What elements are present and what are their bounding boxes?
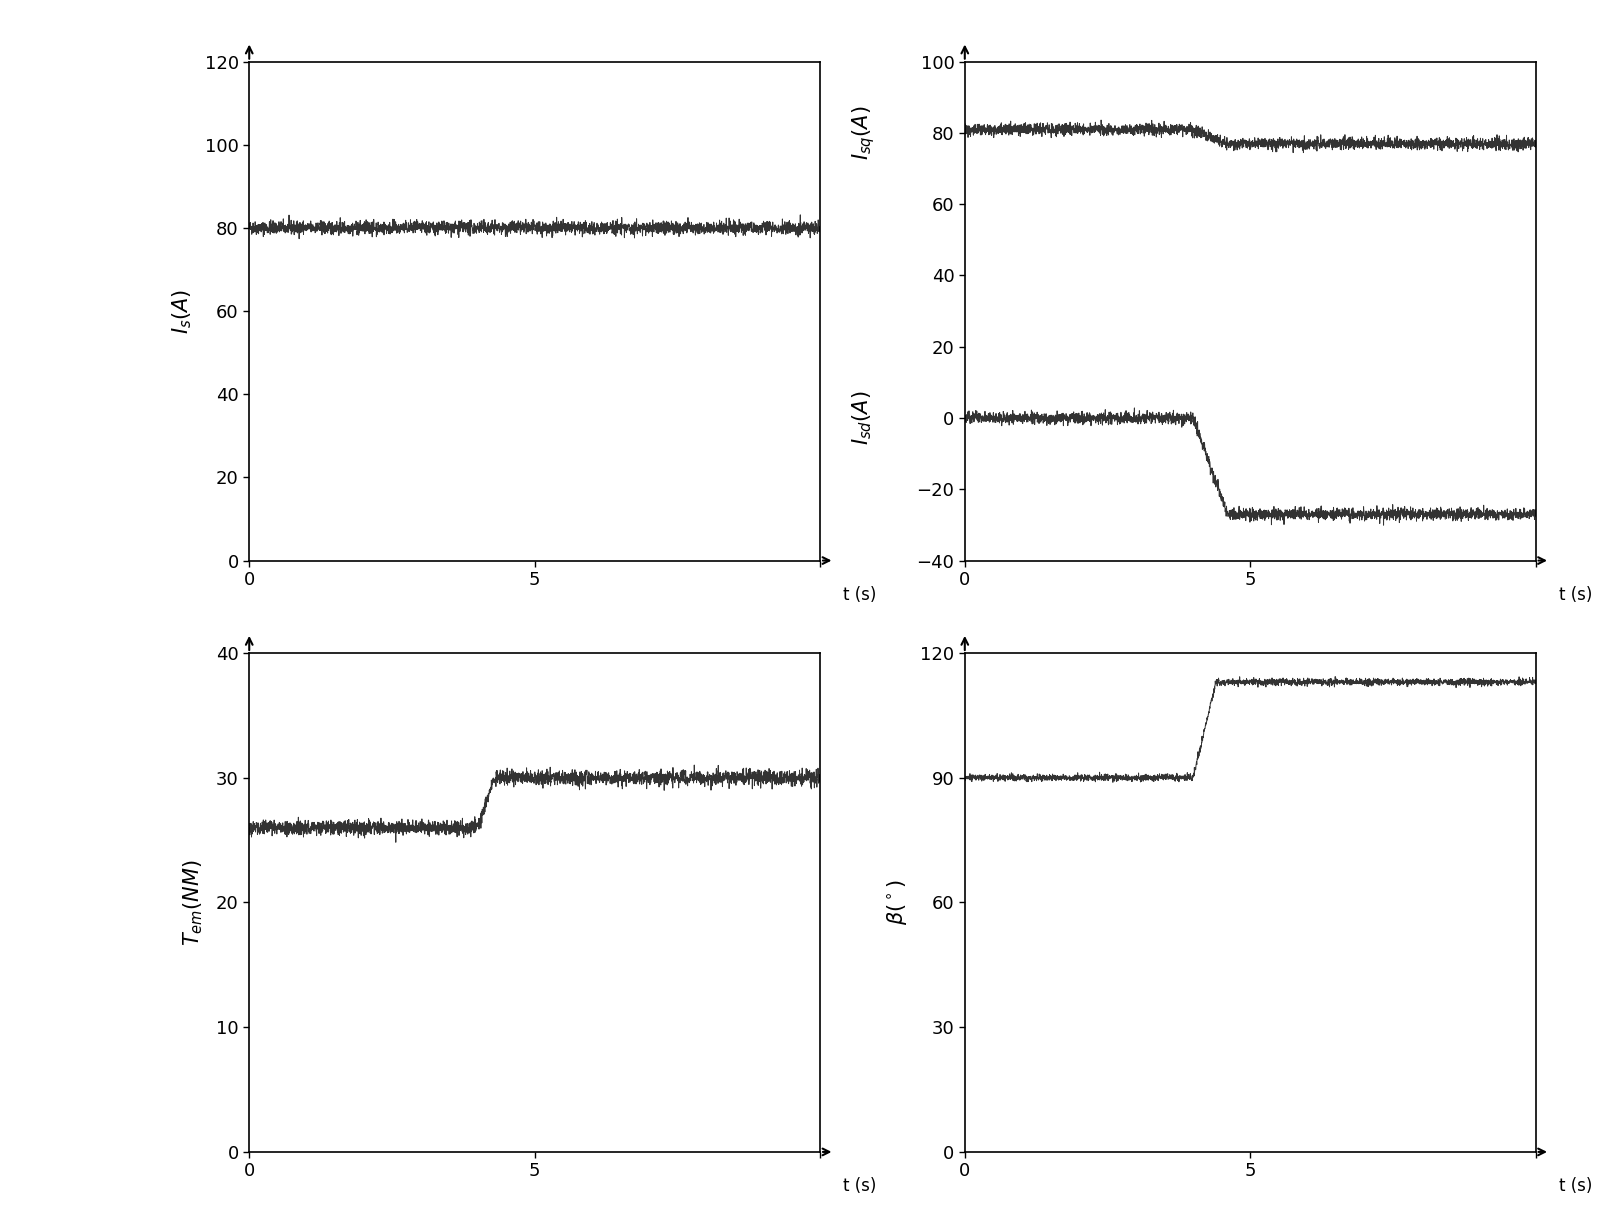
X-axis label: t (s): t (s)	[1557, 585, 1591, 604]
X-axis label: t (s): t (s)	[1557, 1177, 1591, 1195]
Y-axis label: $\beta(^\circ)$: $\beta(^\circ)$	[884, 880, 908, 925]
X-axis label: t (s): t (s)	[842, 1177, 876, 1195]
Y-axis label: $I_s(A)$: $I_s(A)$	[170, 288, 193, 334]
Text: $I_{sq}(A)$: $I_{sq}(A)$	[850, 106, 877, 160]
X-axis label: t (s): t (s)	[842, 585, 876, 604]
Text: $I_{sd}(A)$: $I_{sd}(A)$	[850, 391, 874, 445]
Y-axis label: $T_{em}(NM)$: $T_{em}(NM)$	[182, 859, 204, 946]
